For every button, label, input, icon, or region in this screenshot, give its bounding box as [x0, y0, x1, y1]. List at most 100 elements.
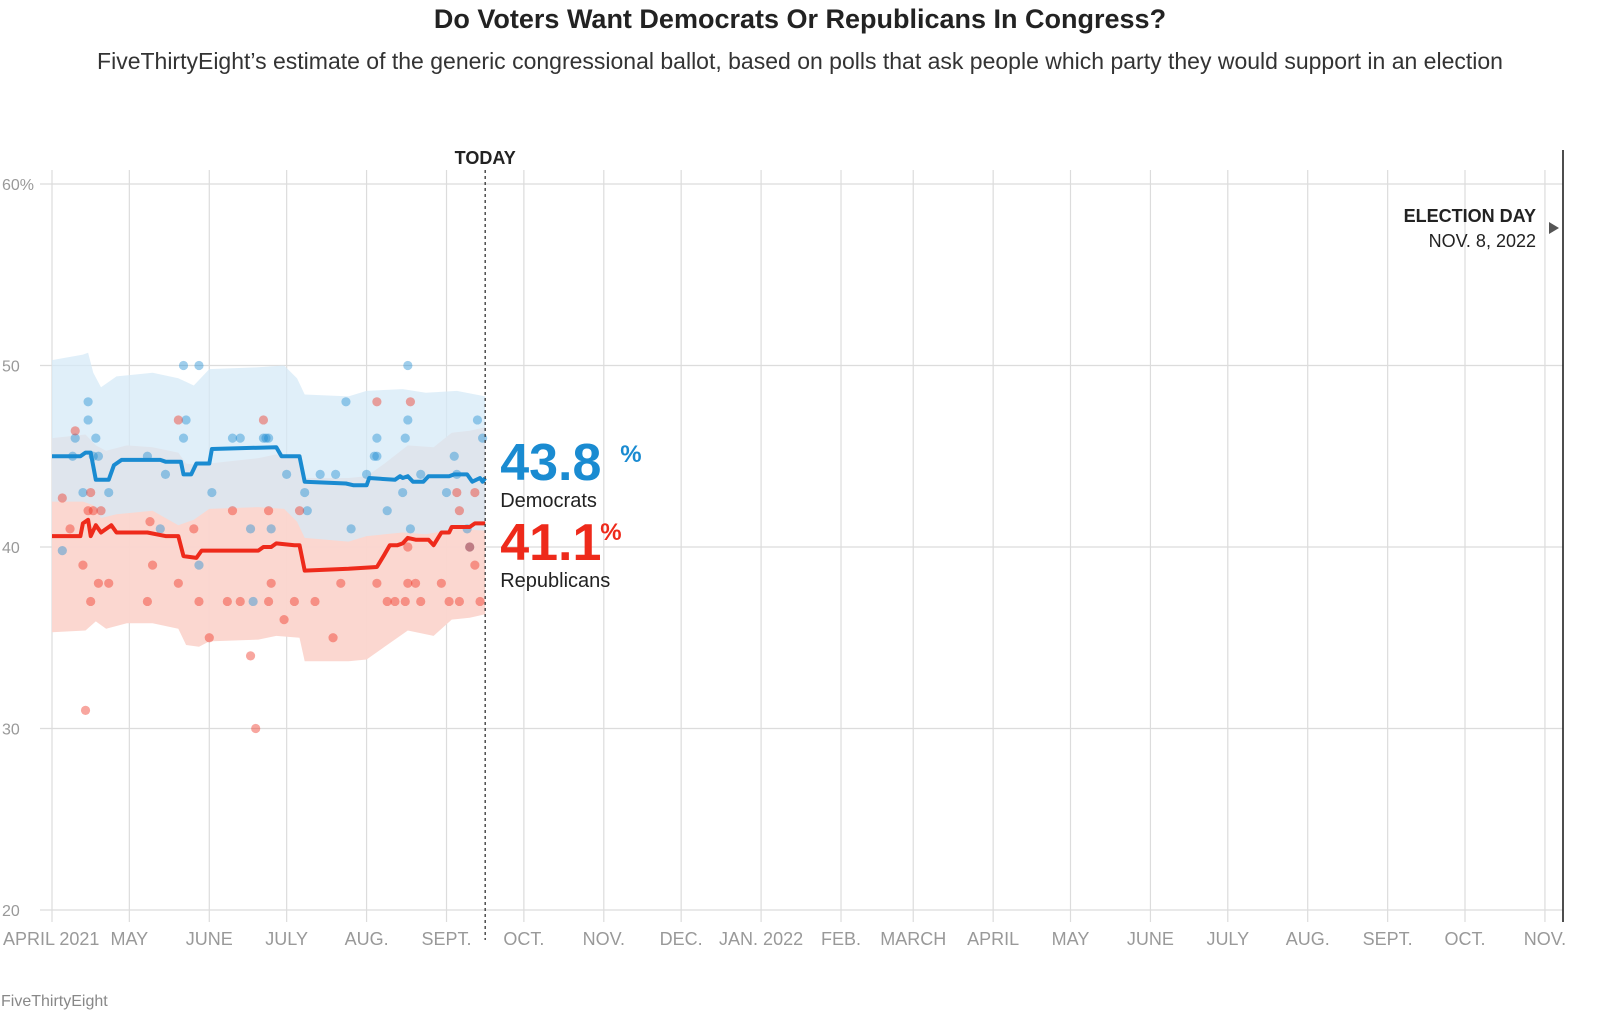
- republicans-poll-dot: [96, 506, 106, 516]
- republicans-poll-dot: [88, 506, 98, 516]
- republicans-poll-dot: [80, 705, 91, 715]
- republicans-poll-dot: [93, 578, 104, 588]
- democrats-poll-dot: [207, 487, 217, 498]
- democrats-poll-dot: [83, 397, 93, 407]
- republicans-poll-dot: [194, 596, 204, 607]
- x-tick-label: AUG.: [345, 929, 389, 949]
- republicans-poll-dot: [416, 596, 426, 607]
- democrats-poll-dot: [178, 433, 189, 443]
- y-tick-label: 60%: [2, 177, 34, 194]
- republicans-poll-dot: [104, 578, 114, 588]
- republicans-poll-dot: [258, 415, 269, 425]
- republicans-poll-dot: [78, 560, 88, 570]
- democrats-poll-dot: [245, 524, 256, 534]
- republicans-average-line: [52, 517, 486, 573]
- republicans-poll-dot: [222, 596, 232, 607]
- republicans-poll-dot: [145, 516, 155, 527]
- x-tick-label: APRIL: [967, 929, 1019, 949]
- republicans-poll-dot: [310, 596, 320, 607]
- republicans-poll-dot: [235, 596, 245, 607]
- democrats-poll-dot: [181, 415, 191, 425]
- y-tick-label: 20: [2, 903, 20, 920]
- republicans-poll-dot: [189, 524, 199, 534]
- arrow-right-icon: [1549, 222, 1559, 234]
- republicans-poll-dot: [204, 633, 214, 643]
- democrats-poll-dot: [331, 469, 341, 479]
- democrats-poll-dot: [160, 469, 171, 479]
- x-tick-label: APRIL 2021: [3, 929, 99, 949]
- republicans-poll-dot: [403, 578, 413, 588]
- democrats-poll-dot: [472, 415, 483, 425]
- democrats-poll-dot: [93, 451, 104, 461]
- republicans-poll-dot: [470, 487, 480, 498]
- x-tick-label: FEB.: [821, 929, 861, 949]
- democrats-poll-dot: [258, 433, 269, 443]
- democrats-poll-dot: [372, 433, 382, 443]
- republicans-poll-dot: [372, 578, 382, 588]
- democrats-poll-dot: [70, 433, 80, 443]
- democrats-poll-dot: [194, 360, 204, 371]
- y-tick-label: 40: [2, 540, 20, 557]
- republicans-poll-dot: [410, 578, 421, 588]
- democrats-poll-dot: [261, 433, 271, 443]
- x-tick-label: JULY: [265, 929, 308, 949]
- democrats-poll-dot: [78, 487, 88, 498]
- democrats-poll-dot: [315, 469, 325, 479]
- democrats-poll-dot: [341, 397, 351, 407]
- republicans-poll-dot: [266, 578, 276, 588]
- democrats-poll-dot: [104, 487, 114, 498]
- republicans-poll-dot: [289, 596, 299, 607]
- democrats-poll-dot: [263, 433, 274, 443]
- republicans-poll-dot: [454, 596, 465, 607]
- republicans-poll-dot: [336, 578, 346, 588]
- republicans-poll-dot: [70, 426, 80, 436]
- republicans-poll-dot: [465, 542, 475, 552]
- democrats-poll-dot: [400, 433, 410, 443]
- democrats-poll-dot: [465, 542, 475, 552]
- republicans-poll-dot: [382, 596, 392, 607]
- x-tick-label: JULY: [1206, 929, 1249, 949]
- republicans-poll-dot: [263, 596, 274, 607]
- republicans-poll-dot: [475, 596, 485, 607]
- x-tick-label: OCT.: [503, 929, 544, 949]
- x-tick-label: NOV.: [583, 929, 625, 949]
- republicans-poll-dot: [65, 524, 75, 534]
- republicans-poll-dot: [400, 596, 410, 607]
- republicans-poll-dot: [470, 560, 480, 570]
- democrats-poll-dot: [398, 487, 408, 498]
- democrats-poll-dot: [227, 433, 238, 443]
- today-label: TODAY: [455, 148, 516, 168]
- democrats-poll-dot: [382, 506, 392, 516]
- republicans-poll-dot: [452, 487, 462, 498]
- republicans-poll-dot: [173, 415, 183, 425]
- democrats-poll-dot: [302, 506, 312, 516]
- democrats-poll-dot: [416, 469, 426, 479]
- republicans-poll-dot: [328, 633, 338, 643]
- republicans-poll-dot: [390, 596, 400, 607]
- democrats-poll-dot: [346, 524, 356, 534]
- republicans-poll-dot: [372, 397, 382, 407]
- x-tick-label: OCT.: [1445, 929, 1486, 949]
- democrats-poll-dot: [155, 524, 165, 534]
- democrats-poll-dot: [372, 451, 382, 461]
- republicans-poll-dot: [227, 506, 238, 516]
- democrats-poll-dot: [449, 451, 459, 461]
- republicans-poll-dot: [444, 596, 454, 607]
- x-tick-label: SEPT.: [1363, 929, 1413, 949]
- x-tick-label: SEPT.: [421, 929, 471, 949]
- republicans-poll-dot: [263, 506, 274, 516]
- republicans-poll-dot: [436, 578, 446, 588]
- chart-title: Do Voters Want Democrats Or Republicans …: [433, 4, 1167, 34]
- republicans-poll-dot: [251, 723, 261, 734]
- republicans-poll-dot: [245, 651, 256, 661]
- republicans-poll-dot: [454, 506, 465, 516]
- democrats-poll-dot: [178, 360, 189, 371]
- republicans-poll-dot: [405, 397, 416, 407]
- democrats-poll-dot: [248, 596, 258, 607]
- democrats-average-line: [52, 445, 487, 488]
- democrats-poll-dot: [300, 487, 310, 498]
- republicans-value: 41.1: [500, 514, 601, 572]
- republicans-poll-dot: [57, 493, 67, 503]
- chart-area: TODAY ELECTION DAY NOV. 8, 2022 60% 50 40 3…: [2, 148, 1566, 949]
- election-day-label: ELECTION DAY: [1404, 206, 1536, 226]
